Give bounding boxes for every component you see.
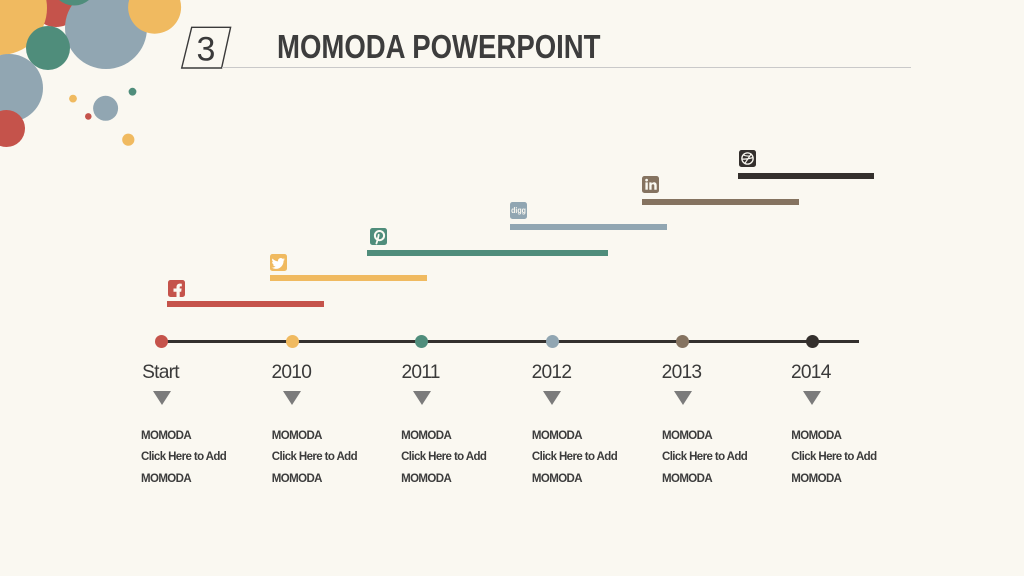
svg-text:digg: digg — [511, 205, 526, 215]
svg-text:3: 3 — [197, 30, 216, 68]
